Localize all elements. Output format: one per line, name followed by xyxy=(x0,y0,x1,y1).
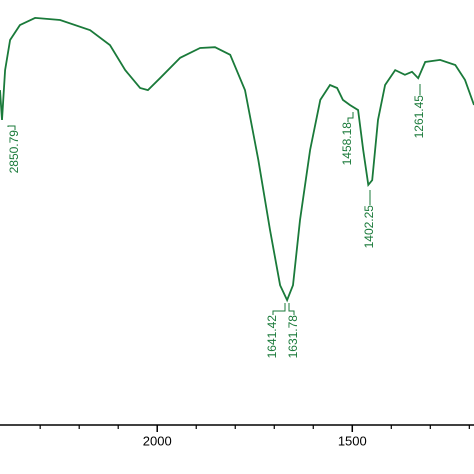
x-tick-label: 2000 xyxy=(143,433,172,448)
annotation-leader xyxy=(7,125,16,130)
x-tick-label: 1500 xyxy=(338,433,367,448)
annotation: 1458.18 xyxy=(340,122,354,166)
annotation-leader xyxy=(288,303,295,315)
annotation: 1641.42 xyxy=(265,315,279,359)
annotation: 1402.25 xyxy=(362,205,376,249)
annotation-leader xyxy=(347,112,354,122)
annotation: 1261.45 xyxy=(412,95,426,139)
annotation: 2850.79 xyxy=(7,130,21,174)
annotation: 1631.78 xyxy=(286,315,300,359)
annotation-leader xyxy=(272,303,286,315)
spectrum-line xyxy=(0,16,474,303)
